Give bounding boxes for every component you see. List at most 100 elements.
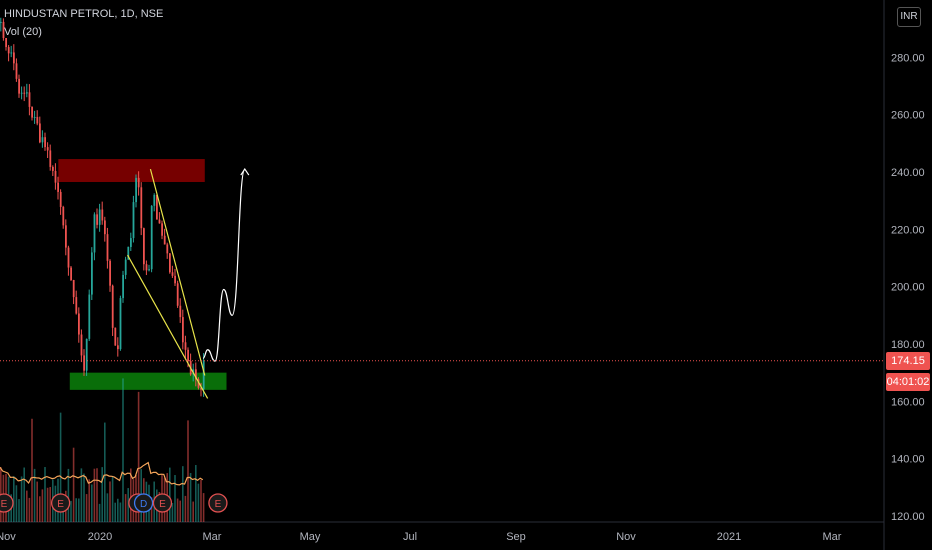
candle-body: [36, 116, 39, 124]
earnings-marker[interactable]: E: [50, 493, 71, 513]
volume-bar: [80, 468, 83, 522]
volume-bar: [187, 420, 189, 522]
earnings-marker[interactable]: D: [133, 493, 154, 513]
volume-bar: [171, 502, 174, 522]
candle-body: [49, 150, 52, 167]
candle-body: [140, 187, 143, 229]
candle-body: [46, 147, 49, 151]
candle-body: [98, 209, 101, 225]
candle-body: [117, 345, 119, 350]
candle-body: [148, 269, 150, 271]
candle-body: [184, 342, 187, 350]
marker-label: E: [57, 499, 64, 510]
candle-body: [169, 253, 171, 273]
volume-bar: [202, 493, 205, 522]
time-tick-label: Nov: [0, 531, 16, 543]
earnings-marker[interactable]: E: [0, 493, 14, 513]
candle-body: [15, 63, 18, 79]
support-zone: [69, 372, 227, 390]
candle-body: [23, 92, 26, 94]
candle-body: [10, 52, 13, 54]
candle-body: [150, 205, 153, 270]
earnings-marker[interactable]: E: [208, 493, 228, 513]
volume-bar: [44, 467, 46, 522]
candle-body: [75, 297, 78, 314]
candle-body: [182, 317, 184, 343]
candle-body: [52, 166, 54, 171]
volume-bar: [189, 473, 192, 522]
volume-bar: [195, 465, 197, 522]
candle-body: [174, 275, 176, 284]
price-tick-label: 140.00: [891, 454, 925, 466]
price-tick-label: 200.00: [891, 282, 925, 294]
symbol-title: HINDUSTAN PETROL, 1D, NSE: [4, 8, 164, 20]
currency-button[interactable]: INR: [897, 7, 921, 27]
candle-body: [44, 137, 46, 148]
volume-bar: [176, 498, 179, 522]
price-tick-label: 160.00: [891, 396, 925, 408]
candle-body: [33, 116, 36, 118]
volume-bar: [78, 498, 80, 522]
candle-body: [39, 123, 41, 143]
price-tick-label: 180.00: [891, 339, 925, 351]
time-tick-label: Jul: [403, 531, 417, 543]
candle-body: [13, 52, 15, 64]
volume-bar: [124, 494, 127, 522]
volume-bar: [98, 503, 101, 522]
price-tick-label: 240.00: [891, 167, 925, 179]
candle-body: [122, 274, 124, 299]
candle-body: [137, 177, 140, 188]
candle-body: [70, 267, 72, 281]
candle-body: [26, 92, 28, 94]
volume-bar: [122, 378, 124, 522]
candle-body: [127, 246, 130, 260]
candle-body: [20, 92, 23, 94]
candle-body: [143, 228, 145, 265]
volume-bar: [104, 422, 106, 522]
volume-bar: [39, 496, 41, 522]
volume-bar: [46, 487, 49, 522]
volume-bar: [33, 468, 36, 522]
marker-label: E: [159, 499, 166, 510]
marker-circle: [0, 493, 14, 513]
earnings-marker[interactable]: E: [152, 493, 173, 513]
volume-bar: [137, 391, 140, 522]
time-tick-label: Mar: [203, 531, 222, 543]
candle-body: [88, 294, 91, 339]
volume-bar: [179, 500, 181, 522]
volume-bar: [23, 467, 25, 522]
candle-body: [124, 259, 127, 275]
volume-indicator-label[interactable]: Vol (20): [4, 26, 42, 38]
candle-body: [41, 137, 44, 143]
upper-trendline: [149, 168, 206, 376]
marker-circle: [152, 493, 173, 513]
volume-bar: [114, 502, 116, 522]
candle-body: [197, 379, 200, 388]
volume-ma-line: [0, 461, 204, 486]
price-tick-label: 220.00: [891, 224, 925, 236]
candle-body: [166, 244, 169, 254]
volume-bar: [130, 468, 132, 522]
price-tick-label: 260.00: [891, 110, 925, 122]
candle-body: [31, 106, 33, 118]
candle-body: [200, 387, 202, 390]
volume-bar: [83, 473, 85, 522]
time-tick-label: Mar: [823, 531, 842, 543]
volume-bar: [20, 476, 23, 522]
last-price-tag: 174.15: [886, 352, 930, 370]
time-tick-label: 2021: [717, 531, 741, 543]
candle-body: [85, 338, 88, 371]
marker-circle: [133, 493, 154, 513]
volume-bar: [28, 497, 31, 522]
volume-bar: [67, 468, 70, 522]
candle-body: [83, 355, 85, 371]
volume-bar: [91, 484, 93, 522]
candle-body: [158, 219, 161, 224]
volume-bar: [200, 479, 202, 522]
candle-body: [96, 214, 98, 225]
volume-bar: [106, 493, 109, 522]
candle-body: [5, 38, 7, 48]
candle-body: [171, 272, 174, 276]
